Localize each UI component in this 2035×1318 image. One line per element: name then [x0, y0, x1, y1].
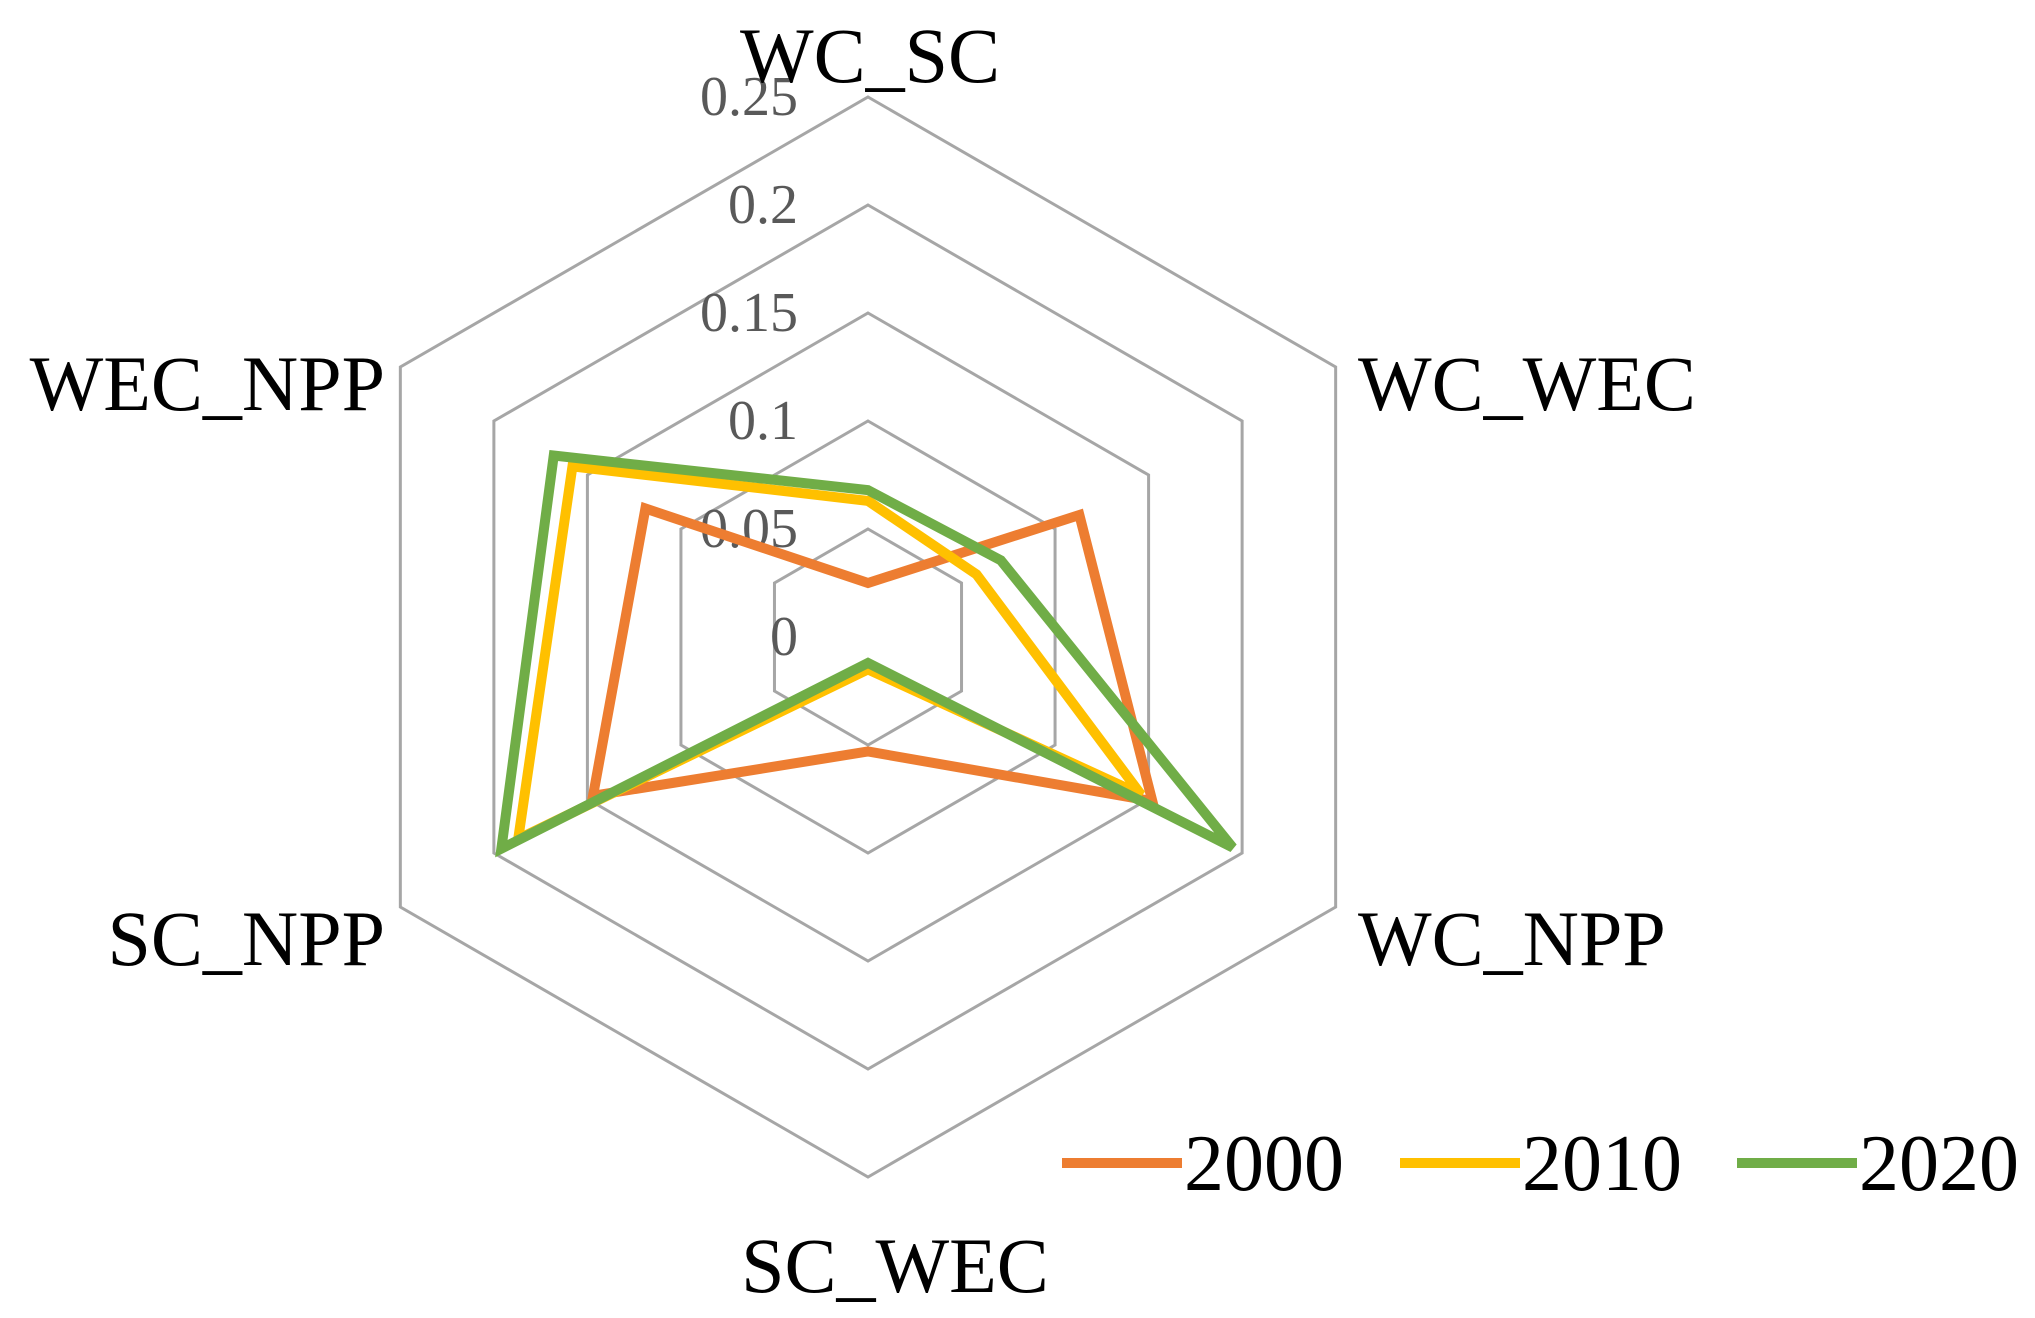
tick-label: 0.15	[700, 282, 798, 344]
grid-ring	[398, 95, 1338, 1179]
tick-label: 0.1	[728, 390, 798, 452]
axis-label-layer: WC_SC WC_WEC WC_NPP SC_WEC SC_NPP WEC_NPP	[30, 12, 1696, 1309]
axis-label-sc-npp: SC_NPP	[108, 895, 386, 982]
axis-label-wc-sc: WC_SC	[740, 12, 1000, 99]
tick-label: 0	[770, 606, 798, 668]
grid-ring	[492, 203, 1244, 1071]
legend: 2000 2010 2020	[1062, 1120, 2019, 1208]
series-2010-line	[511, 460, 1146, 848]
grid-layer	[398, 95, 1338, 1179]
legend-label-2020: 2020	[1859, 1120, 2019, 1208]
tick-label-layer: 00.050.10.150.20.25	[700, 66, 798, 668]
series-2000-line	[586, 501, 1160, 808]
grid-ring	[585, 311, 1151, 963]
tick-label: 0.2	[728, 174, 798, 236]
series-layer	[495, 450, 1237, 858]
axis-label-wc-npp: WC_NPP	[1358, 895, 1666, 982]
grid-ring	[679, 419, 1057, 855]
series-2020-line	[495, 450, 1237, 858]
axis-label-wec-npp: WEC_NPP	[30, 340, 385, 427]
tick-label: 0.25	[700, 66, 798, 128]
axis-label-wc-wec: WC_WEC	[1358, 340, 1696, 427]
legend-label-2000: 2000	[1184, 1120, 1344, 1208]
legend-label-2010: 2010	[1522, 1120, 1682, 1208]
grid-ring	[772, 527, 964, 747]
axis-label-sc-wec: SC_WEC	[741, 1222, 1049, 1309]
